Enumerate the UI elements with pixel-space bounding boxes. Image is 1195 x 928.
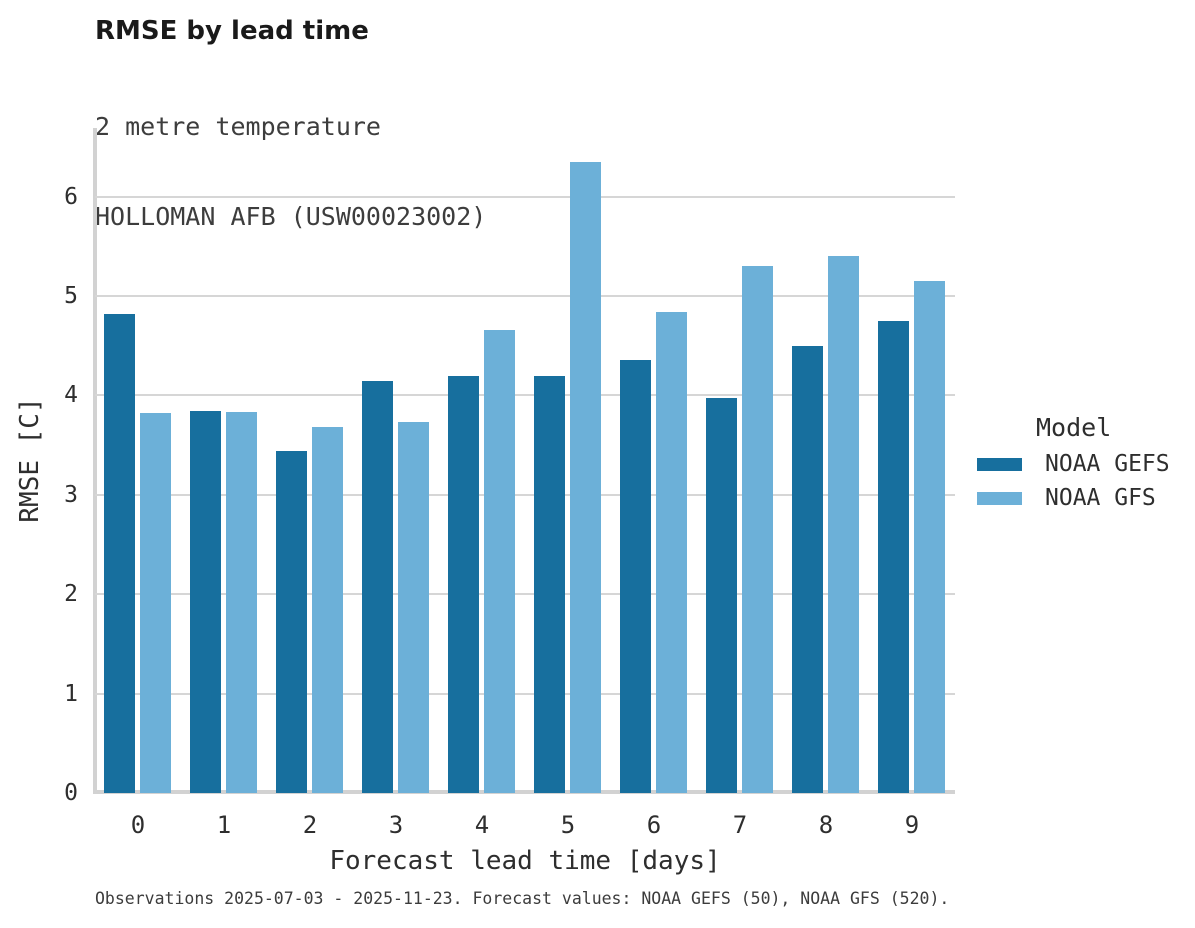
bar-noaa-gefs-lead-3 [362,380,393,793]
x-tick-label-0: 0 [130,811,146,839]
gridline-y-1 [95,692,955,695]
bar-noaa-gefs-lead-8 [792,345,823,793]
bar-noaa-gfs-lead-3 [398,422,429,793]
legend-label-noaa-gefs: NOAA GEFS [1045,451,1170,477]
bar-noaa-gefs-lead-7 [706,398,737,793]
legend-item-noaa-gfs: NOAA GFS [977,481,1170,515]
bar-noaa-gefs-lead-0 [104,313,135,793]
x-tick-label-3: 3 [388,811,404,839]
legend-items: NOAA GEFS NOAA GFS [977,447,1170,515]
y-tick-label-2: 2 [64,581,78,608]
x-axis-baseline [93,790,955,794]
legend-swatch-noaa-gfs [977,491,1022,505]
gridline-y-4 [95,394,955,397]
legend: Model NOAA GEFS NOAA GFS [977,412,1170,515]
bar-noaa-gfs-lead-0 [140,413,171,793]
y-tick-label-4: 4 [64,382,78,409]
x-tick-label-2: 2 [302,811,318,839]
chart-title: RMSE by lead time [95,16,369,46]
caption: Observations 2025-07-03 - 2025-11-23. Fo… [95,889,950,908]
y-tick-label-1: 1 [64,680,78,707]
legend-swatch-noaa-gefs [977,457,1022,471]
gridline-y-2 [95,593,955,596]
plot-area [93,128,955,794]
legend-item-noaa-gefs: NOAA GEFS [977,447,1170,481]
legend-title: Model [1036,413,1112,442]
bar-noaa-gefs-lead-2 [276,451,307,793]
bar-noaa-gefs-lead-9 [878,320,909,793]
bar-noaa-gfs-lead-9 [914,281,945,793]
subtitle-variable: 2 metre temperature [95,112,381,141]
y-tick-label-6: 6 [64,183,78,210]
bar-noaa-gefs-lead-4 [448,375,479,793]
bar-noaa-gfs-lead-7 [742,266,773,793]
x-tick-label-9: 9 [904,811,920,839]
legend-label-noaa-gfs: NOAA GFS [1045,485,1156,511]
gridline-y-5 [95,295,955,297]
x-tick-label-1: 1 [216,811,232,839]
chart-subtitle: 2 metre temperature HOLLOMAN AFB (USW000… [95,52,486,292]
y-axis-spine [93,128,97,794]
x-tick-label-8: 8 [818,811,834,839]
bar-noaa-gfs-lead-8 [828,256,859,793]
bar-noaa-gefs-lead-1 [190,411,221,793]
x-axis-title: Forecast lead time [days] [329,846,721,876]
subtitle-station: HOLLOMAN AFB (USW00023002) [95,202,487,231]
bar-noaa-gefs-lead-6 [620,359,651,793]
x-tick-label-6: 6 [646,811,662,839]
bar-noaa-gfs-lead-1 [226,412,257,793]
bar-noaa-gfs-lead-4 [484,329,515,793]
y-tick-label-0: 0 [64,780,78,806]
x-tick-label-7: 7 [732,811,748,839]
y-tick-label-5: 5 [64,282,78,309]
gridline-y-3 [95,493,955,496]
x-tick-label-4: 4 [474,811,490,839]
y-tick-label-3: 3 [64,481,78,508]
bar-noaa-gfs-lead-2 [312,427,343,793]
gridline-y-6 [95,195,955,198]
x-tick-label-5: 5 [560,811,576,839]
bar-noaa-gefs-lead-5 [534,375,565,793]
bar-noaa-gfs-lead-6 [656,311,687,793]
bar-noaa-gfs-lead-5 [570,161,601,793]
